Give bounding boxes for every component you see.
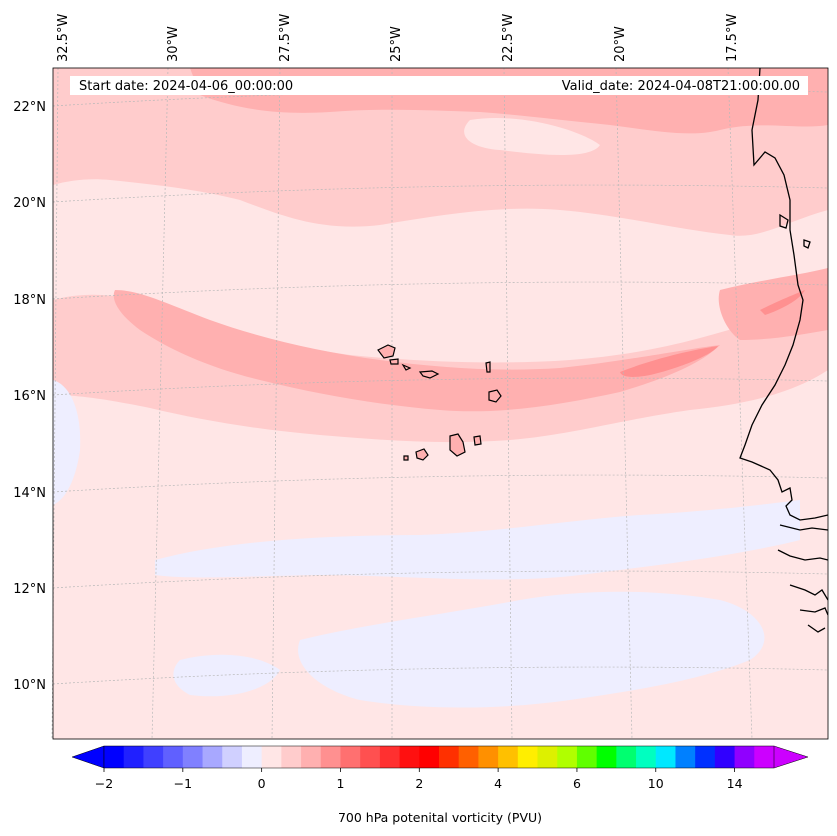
- longitude-labels: 32.5°W 30°W 27.5°W 25°W 22.5°W 20°W 17.5…: [56, 14, 740, 62]
- colorbar-swatch: [399, 746, 420, 768]
- colorbar-swatch: [754, 746, 775, 768]
- colorbar-swatch: [104, 746, 125, 768]
- colorbar-tick-label: 6: [573, 776, 581, 791]
- cape-verde-islands: [377, 344, 502, 461]
- lat-label-18n: 18°N: [13, 293, 46, 308]
- pv-contour-light-streak: [250, 240, 769, 299]
- coastline: [739, 68, 828, 633]
- lon-label-22.5w: 22.5°W: [501, 14, 516, 62]
- colorbar-ticks: −2 −1 0 1 2 4 6 10 14: [95, 768, 743, 791]
- date-box: [70, 76, 808, 95]
- pv-contour-ne-inner: [760, 290, 805, 315]
- colorbar-outline: [103, 745, 775, 769]
- colorbar-tick-label: −2: [95, 776, 113, 791]
- pv-contour-middle-dark: [113, 290, 720, 412]
- lat-label-16n: 16°N: [13, 389, 46, 404]
- colorbar-tick-label: 14: [727, 776, 743, 791]
- colorbar-max-extend: [773, 745, 809, 769]
- colorbar-label: 700 hPa potenital vorticity (PVU): [338, 810, 542, 825]
- colorbar-swatch: [498, 746, 519, 768]
- colorbar-swatches: [104, 746, 775, 768]
- latitude-labels: 22°N 20°N 18°N 16°N 14°N 12°N 10°N: [13, 100, 46, 693]
- lon-label-17.5w: 17.5°W: [725, 14, 740, 62]
- colorbar-tick-label: 1: [336, 776, 344, 791]
- colorbar-swatch: [202, 746, 223, 768]
- colorbar-swatch: [123, 746, 145, 768]
- colorbar-swatch: [163, 746, 184, 768]
- lat-label-20n: 20°N: [13, 196, 46, 211]
- colorbar-tick-label: −1: [174, 776, 192, 791]
- lon-label-27.5w: 27.5°W: [278, 14, 293, 62]
- colorbar-swatch: [636, 746, 657, 768]
- colorbar-swatch: [557, 746, 578, 768]
- colorbar-tick-label: 0: [258, 776, 266, 791]
- colorbar-tick-label: 4: [494, 776, 502, 791]
- pv-contour-east-streak: [620, 346, 718, 377]
- colorbar-swatch: [458, 746, 480, 768]
- pv-contour-north-light: [464, 118, 600, 155]
- colorbar-swatch: [675, 746, 696, 768]
- colorbar-swatch: [576, 746, 598, 768]
- pv-contour-south-neg4: [173, 654, 280, 697]
- pv-contour-middle: [53, 285, 828, 443]
- pv-contour-south-neg3: [53, 380, 81, 505]
- lon-label-30w: 30°W: [166, 26, 181, 62]
- lat-label-10n: 10°N: [13, 678, 46, 693]
- colorbar-swatch: [143, 746, 164, 768]
- colorbar-swatch: [261, 746, 282, 768]
- colorbar-swatch: [695, 746, 716, 768]
- colorbar-swatch: [241, 746, 263, 768]
- colorbar-swatch: [734, 746, 755, 768]
- colorbar-swatch: [596, 746, 617, 768]
- pv-contour-south-neg2: [298, 591, 765, 708]
- colorbar-swatch: [517, 746, 539, 768]
- pv-contour-south-neg1: [155, 500, 800, 580]
- start-date: Start date: 2024-04-06_00:00:00: [79, 79, 293, 94]
- west-africa-coast: [739, 68, 828, 521]
- colorbar-swatch: [478, 746, 499, 768]
- colorbar-swatch: [222, 746, 243, 768]
- lon-label-20w: 20°W: [613, 26, 628, 62]
- colorbar: −2 −1 0 1 2 4 6 10 14 700 hPa potenital vorticit…: [71, 745, 809, 825]
- colorbar-swatch: [340, 746, 361, 768]
- map-frame: [52, 67, 829, 740]
- lat-label-14n: 14°N: [13, 486, 46, 501]
- colorbar-tick-label: 2: [415, 776, 423, 791]
- lat-label-12n: 12°N: [13, 582, 46, 597]
- colorbar-swatch: [281, 746, 302, 768]
- colorbar-swatch: [616, 746, 637, 768]
- colorbar-swatch: [419, 746, 440, 768]
- pv-field: [53, 68, 828, 739]
- lon-label-25w: 25°W: [389, 26, 404, 62]
- lat-label-22n: 22°N: [13, 100, 46, 115]
- valid-date: Valid_date: 2024-04-08T21:00:00.00: [562, 79, 800, 94]
- colorbar-swatch: [439, 746, 460, 768]
- colorbar-min-extend: [71, 745, 105, 769]
- colorbar-swatch: [360, 746, 381, 768]
- colorbar-swatch: [537, 746, 558, 768]
- colorbar-swatch: [320, 746, 342, 768]
- colorbar-tick-label: 10: [648, 776, 664, 791]
- colorbar-swatch: [301, 746, 322, 768]
- lon-label-32.5w: 32.5°W: [56, 14, 71, 62]
- colorbar-swatch: [714, 746, 736, 768]
- colorbar-swatch: [182, 746, 204, 768]
- colorbar-swatch: [655, 746, 677, 768]
- colorbar-swatch: [379, 746, 401, 768]
